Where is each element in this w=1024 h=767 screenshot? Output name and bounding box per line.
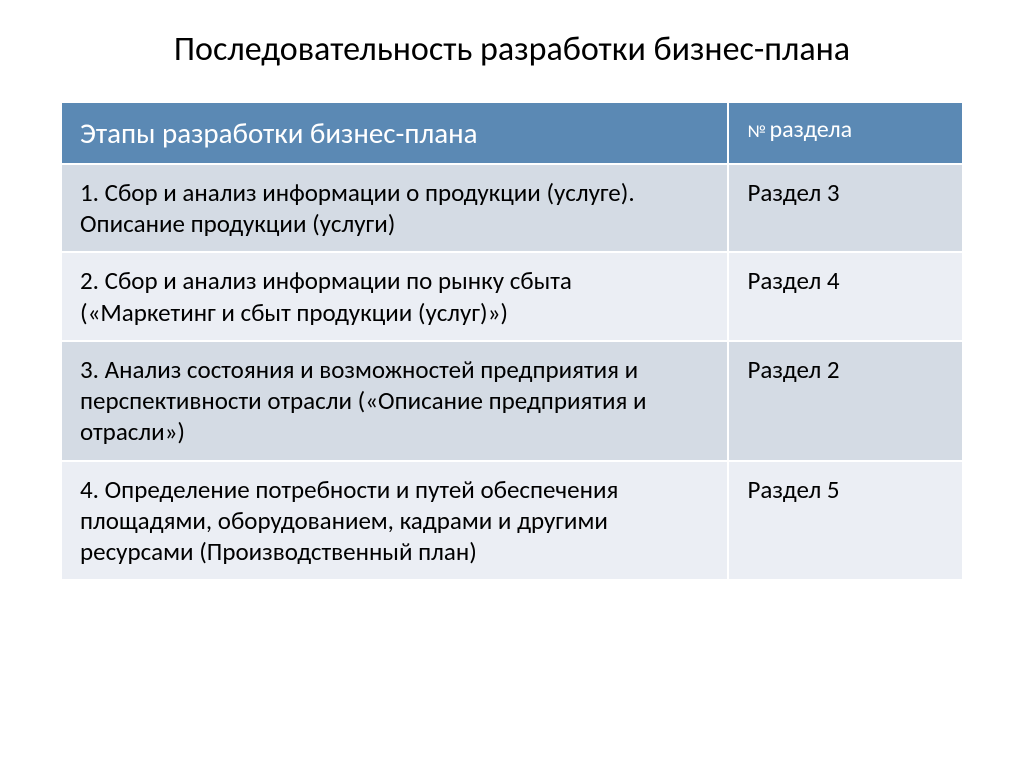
cell-section: Раздел 4 xyxy=(728,252,963,341)
header-stages: Этапы разработки бизнес-плана xyxy=(61,102,728,164)
cell-stage: 3. Анализ состояния и возможностей предп… xyxy=(61,341,728,461)
cell-section: Раздел 3 xyxy=(728,164,963,253)
cell-stage: 2. Сбор и анализ информации по рынку сбы… xyxy=(61,252,728,341)
table-row: 3. Анализ состояния и возможностей предп… xyxy=(61,341,963,461)
header-section-word: раздела xyxy=(770,115,853,144)
page-title: Последовательность разработки бизнес-пла… xyxy=(60,30,964,71)
stages-table: Этапы разработки бизнес-плана № раздела … xyxy=(60,101,964,582)
cell-stage: 1. Сбор и анализ информации о продукции … xyxy=(61,164,728,253)
cell-section: Раздел 2 xyxy=(728,341,963,461)
cell-section: Раздел 5 xyxy=(728,461,963,581)
header-section: № раздела xyxy=(728,102,963,164)
table-row: 1. Сбор и анализ информации о продукции … xyxy=(61,164,963,253)
table-header-row: Этапы разработки бизнес-плана № раздела xyxy=(61,102,963,164)
cell-stage: 4. Определение потребности и путей обесп… xyxy=(61,461,728,581)
table-row: 4. Определение потребности и путей обесп… xyxy=(61,461,963,581)
table-row: 2. Сбор и анализ информации по рынку сбы… xyxy=(61,252,963,341)
header-section-num-sign: № xyxy=(747,120,765,142)
